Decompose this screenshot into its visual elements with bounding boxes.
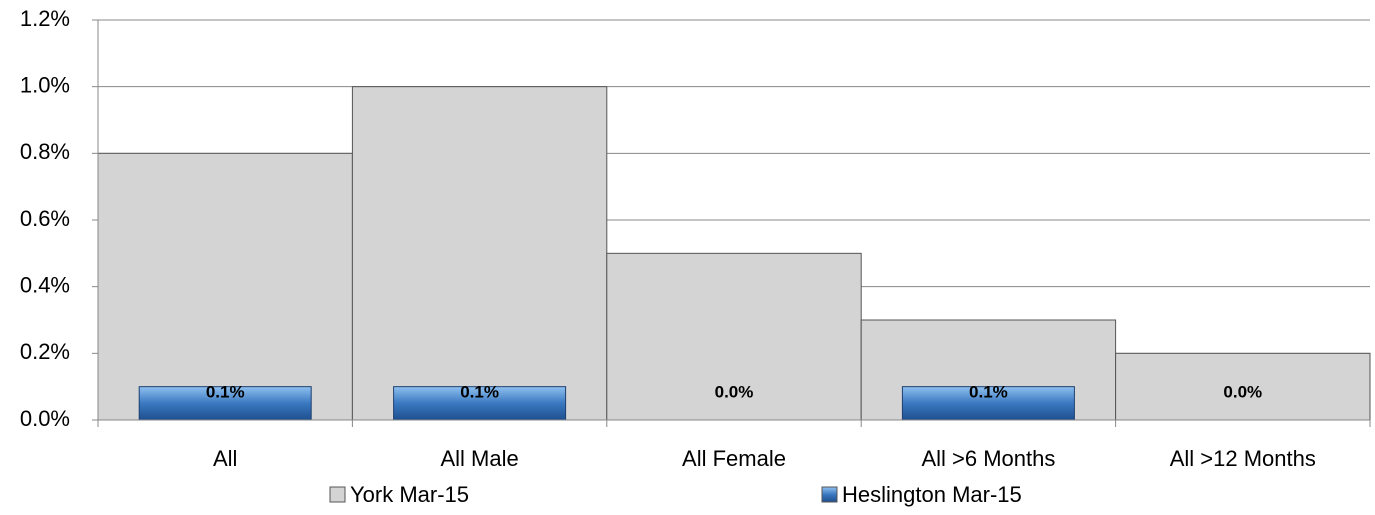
data-label: 0.0% (715, 382, 754, 401)
data-label: 0.1% (206, 382, 245, 401)
data-label: 0.1% (460, 382, 499, 401)
legend-swatch (329, 486, 346, 503)
y-tick-label: 1.2% (20, 6, 70, 31)
bar (393, 386, 567, 421)
x-tick-label: All Male (440, 446, 518, 471)
data-label: 0.0% (1223, 382, 1262, 401)
x-tick-label: All >12 Months (1170, 446, 1316, 471)
bar (1115, 352, 1371, 421)
y-tick-label: 0.2% (20, 339, 70, 364)
x-tick-label: All >6 Months (921, 446, 1055, 471)
x-tick-label: All (213, 446, 237, 471)
data-label: 0.1% (969, 382, 1008, 401)
y-tick-label: 0.8% (20, 139, 70, 164)
bar (606, 252, 862, 421)
bar (97, 152, 353, 421)
y-tick-label: 0.0% (20, 406, 70, 431)
legend-label: Heslington Mar-15 (842, 482, 1022, 507)
bar (901, 386, 1075, 421)
y-tick-label: 1.0% (20, 72, 70, 97)
y-tick-label: 0.6% (20, 206, 70, 231)
y-tick-label: 0.4% (20, 272, 70, 297)
bar (138, 386, 312, 421)
legend-label: York Mar-15 (350, 482, 469, 507)
x-tick-label: All Female (682, 446, 786, 471)
legend-swatch (821, 486, 838, 503)
bar (351, 86, 608, 421)
